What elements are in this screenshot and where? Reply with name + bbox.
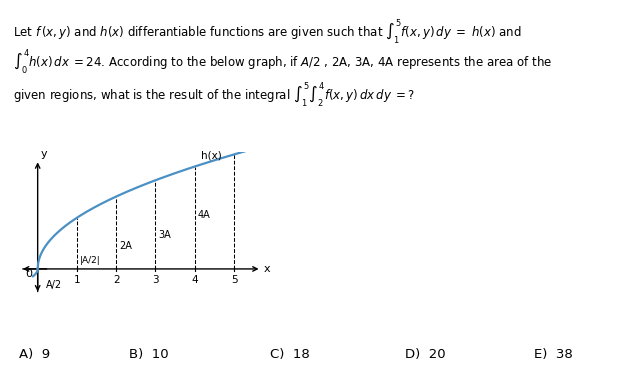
Text: 2A: 2A bbox=[120, 241, 132, 251]
Text: given regions, what is the result of the integral $\int_1^5 \int_2^4 f(x, y)\, d: given regions, what is the result of the… bbox=[13, 80, 415, 109]
Text: 3A: 3A bbox=[159, 230, 172, 240]
Text: 3: 3 bbox=[152, 275, 159, 285]
Text: $\int_0^4 h(x)\, dx\; = 24$. According to the below graph, if $A/2$ , 2A, 3A, 4A: $\int_0^4 h(x)\, dx\; = 24$. According t… bbox=[13, 48, 552, 76]
Text: 0: 0 bbox=[26, 269, 33, 279]
Text: D)  20: D) 20 bbox=[405, 348, 446, 361]
Text: Let $f\,(x, y)$ and $h(x)$ differantiable functions are given such that $\int_1^: Let $f\,(x, y)$ and $h(x)$ differantiabl… bbox=[13, 17, 521, 46]
Text: 4: 4 bbox=[192, 275, 198, 285]
Text: C)  18: C) 18 bbox=[270, 348, 310, 361]
Text: x: x bbox=[264, 264, 270, 274]
Text: h(x): h(x) bbox=[201, 150, 221, 160]
Text: B)  10: B) 10 bbox=[129, 348, 168, 361]
Text: E)  38: E) 38 bbox=[534, 348, 572, 361]
Text: 1: 1 bbox=[74, 275, 80, 285]
Text: 2: 2 bbox=[113, 275, 120, 285]
Text: 5: 5 bbox=[231, 275, 237, 285]
Text: A/2: A/2 bbox=[46, 280, 62, 290]
Text: |A/2|: |A/2| bbox=[80, 256, 101, 265]
Text: y: y bbox=[41, 149, 48, 159]
Text: 4A: 4A bbox=[198, 210, 211, 220]
Text: A)  9: A) 9 bbox=[19, 348, 50, 361]
